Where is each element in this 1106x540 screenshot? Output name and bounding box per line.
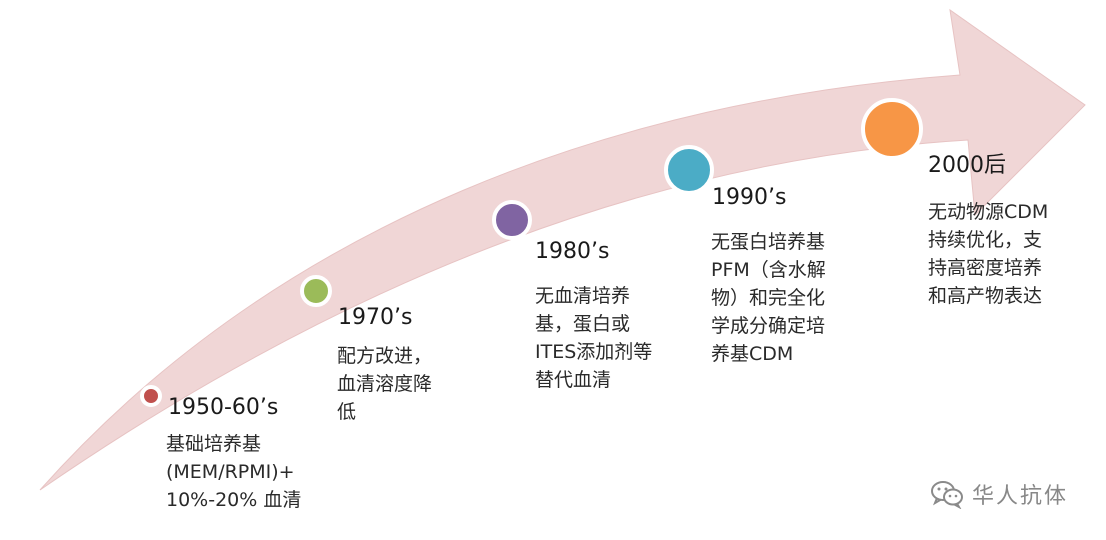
arrow-shape xyxy=(39,8,1086,491)
description-line: 低 xyxy=(337,401,357,423)
era-description-1970s: 配方改进， 血清溶度降 低 xyxy=(337,342,432,426)
watermark: 华人抗体 xyxy=(930,478,1068,510)
description-line: 替代血清 xyxy=(535,369,612,391)
era-label-1980s: 1980’s xyxy=(535,239,610,264)
description-line: 和高产物表达 xyxy=(928,285,1043,307)
milestone-dot-2000s xyxy=(861,98,923,160)
description-line: 血清溶度降 xyxy=(337,373,433,395)
milestone-dot-1950s xyxy=(140,385,162,407)
description-line: 10%-20% 血清 xyxy=(166,489,302,511)
milestone-dot-1980s xyxy=(492,200,532,240)
milestone-dot-1990s xyxy=(664,145,714,195)
description-line: 持续优化，支 xyxy=(928,229,1043,251)
description-line: 持高密度培养 xyxy=(928,257,1043,279)
description-line: 基，蛋白或 xyxy=(535,313,631,335)
description-line: 无血清培养 xyxy=(535,285,631,307)
era-label-1950s: 1950-60’s xyxy=(168,395,279,420)
wechat-icon xyxy=(931,481,963,509)
era-label-2000s: 2000后 xyxy=(928,153,1006,178)
description-line: 物）和完全化 xyxy=(711,287,826,309)
watermark-text: 华人抗体 xyxy=(972,484,1069,509)
era-label-1970s: 1970’s xyxy=(338,305,413,330)
description-line: 基础培养基 xyxy=(166,433,262,455)
description-line: 无蛋白培养基 xyxy=(711,231,826,253)
era-description-2000s: 无动物源CDM 持续优化，支 持高密度培养 和高产物表达 xyxy=(928,198,1048,310)
description-line: 学成分确定培 xyxy=(711,315,826,337)
description-line: 无动物源CDM xyxy=(928,201,1049,223)
description-line: 养基CDM xyxy=(711,343,794,365)
milestone-dot-1970s xyxy=(300,275,332,307)
era-description-1980s: 无血清培养 基，蛋白或 ITES添加剂等 替代血清 xyxy=(535,282,652,394)
era-description-1950s: 基础培养基 (MEM/RPMI)+ 10%-20% 血清 xyxy=(166,430,301,514)
era-label-1990s: 1990’s xyxy=(712,185,787,210)
description-line: ITES添加剂等 xyxy=(535,341,653,363)
description-line: PFM（含水解 xyxy=(711,259,826,281)
description-line: 配方改进， xyxy=(337,345,433,367)
era-description-1990s: 无蛋白培养基 PFM（含水解 物）和完全化 学成分确定培 养基CDM xyxy=(711,228,826,368)
description-line: (MEM/RPMI)+ xyxy=(166,461,295,483)
